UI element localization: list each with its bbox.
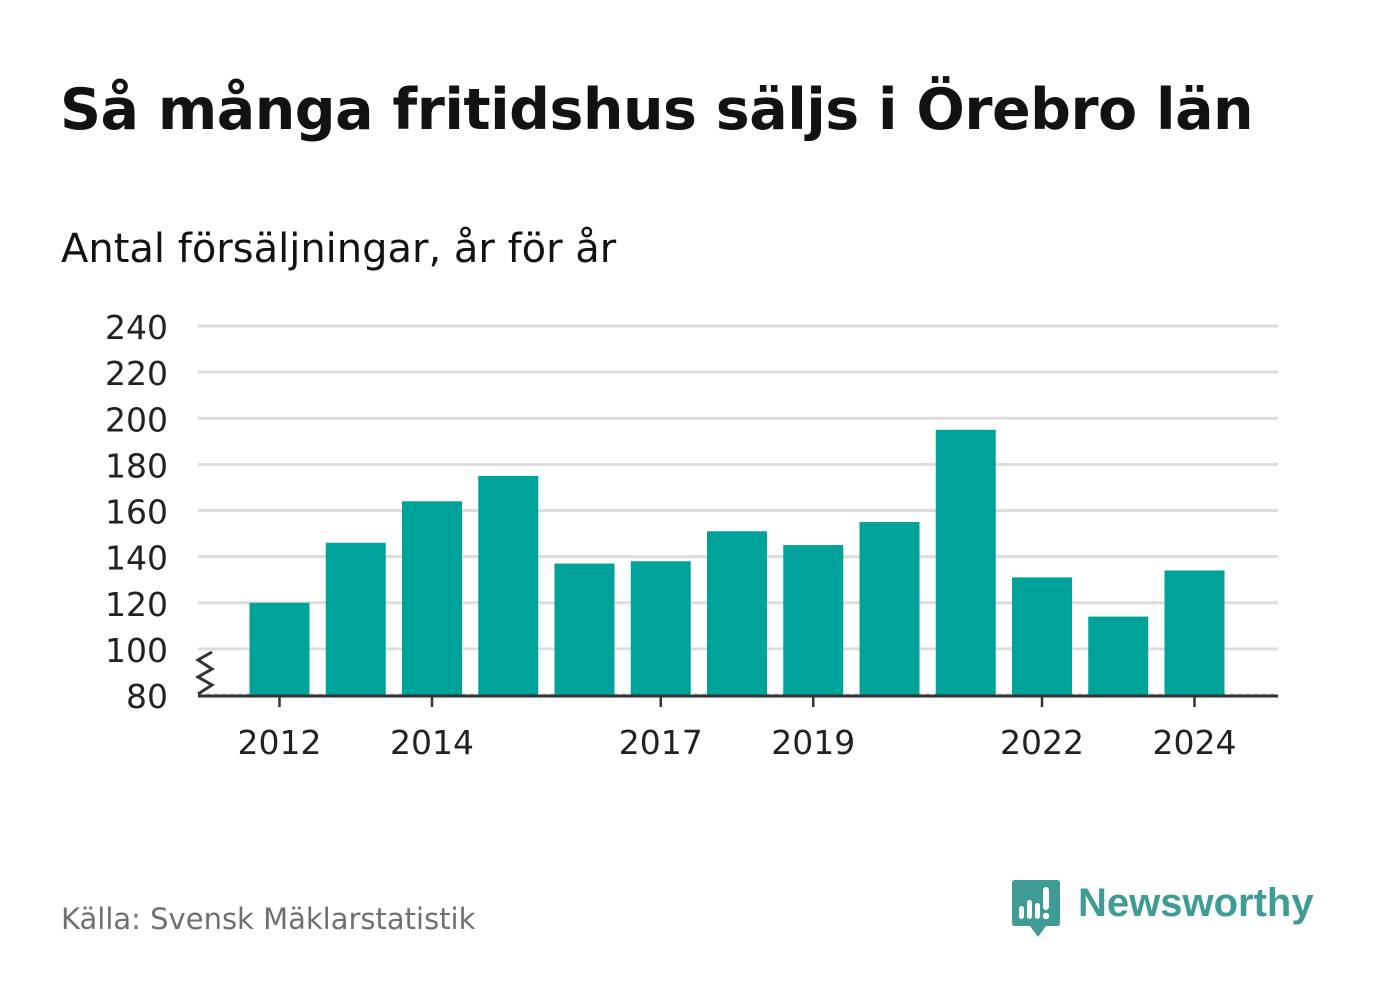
bar-2015	[478, 475, 539, 695]
y-tick-label: 240	[105, 308, 168, 347]
brand-name: Newsworthy	[1078, 881, 1314, 925]
bar-2012	[249, 602, 310, 695]
bar-2016	[554, 563, 615, 695]
bar-2018	[707, 531, 767, 695]
x-axis	[194, 650, 1278, 698]
y-tick-label: 100	[105, 631, 168, 670]
x-tick-label: 2024	[1153, 723, 1237, 762]
source-note: Källa: Svensk Mäklarstatistik	[61, 902, 476, 936]
y-tick-label: 160	[105, 493, 168, 532]
axis-break-icon	[194, 650, 215, 696]
chart-subtitle: Antal försäljningar, år för år	[61, 226, 617, 272]
newsworthy-logo-icon	[1012, 880, 1060, 937]
y-tick-label: 200	[105, 400, 168, 439]
x-tick-label: 2012	[238, 723, 322, 762]
x-tick-label: 2019	[771, 723, 855, 762]
brand-logo[interactable]: Newsworthy	[1012, 880, 1314, 940]
x-tick-label: 2017	[619, 723, 703, 762]
y-axis-ticks: 80 100 120 140 160 180 200 220 240	[105, 308, 168, 716]
y-tick-label: 180	[105, 446, 168, 485]
x-tick-label: 2014	[390, 723, 474, 762]
y-tick-label: 220	[105, 354, 168, 393]
bar-2024	[1164, 570, 1225, 695]
bar-2013	[325, 542, 386, 695]
bar-2017	[630, 561, 691, 695]
y-tick-label: 140	[105, 539, 168, 578]
y-tick-label: 120	[105, 585, 168, 624]
bar-2014	[402, 501, 462, 695]
bar-2023	[1088, 616, 1149, 695]
bar-2021	[935, 429, 996, 695]
chart-title: Så många fritidshus säljs i Örebro län	[60, 77, 1254, 143]
bar-2022	[1012, 577, 1072, 695]
bar-2020	[859, 522, 920, 695]
bars	[249, 429, 1225, 695]
y-tick-label: 80	[126, 677, 168, 716]
x-axis-ticks: 2012 2014 2017 2019 2022 2024	[238, 696, 1237, 762]
x-tick-label: 2022	[1000, 723, 1084, 762]
bar-2019	[783, 545, 844, 695]
